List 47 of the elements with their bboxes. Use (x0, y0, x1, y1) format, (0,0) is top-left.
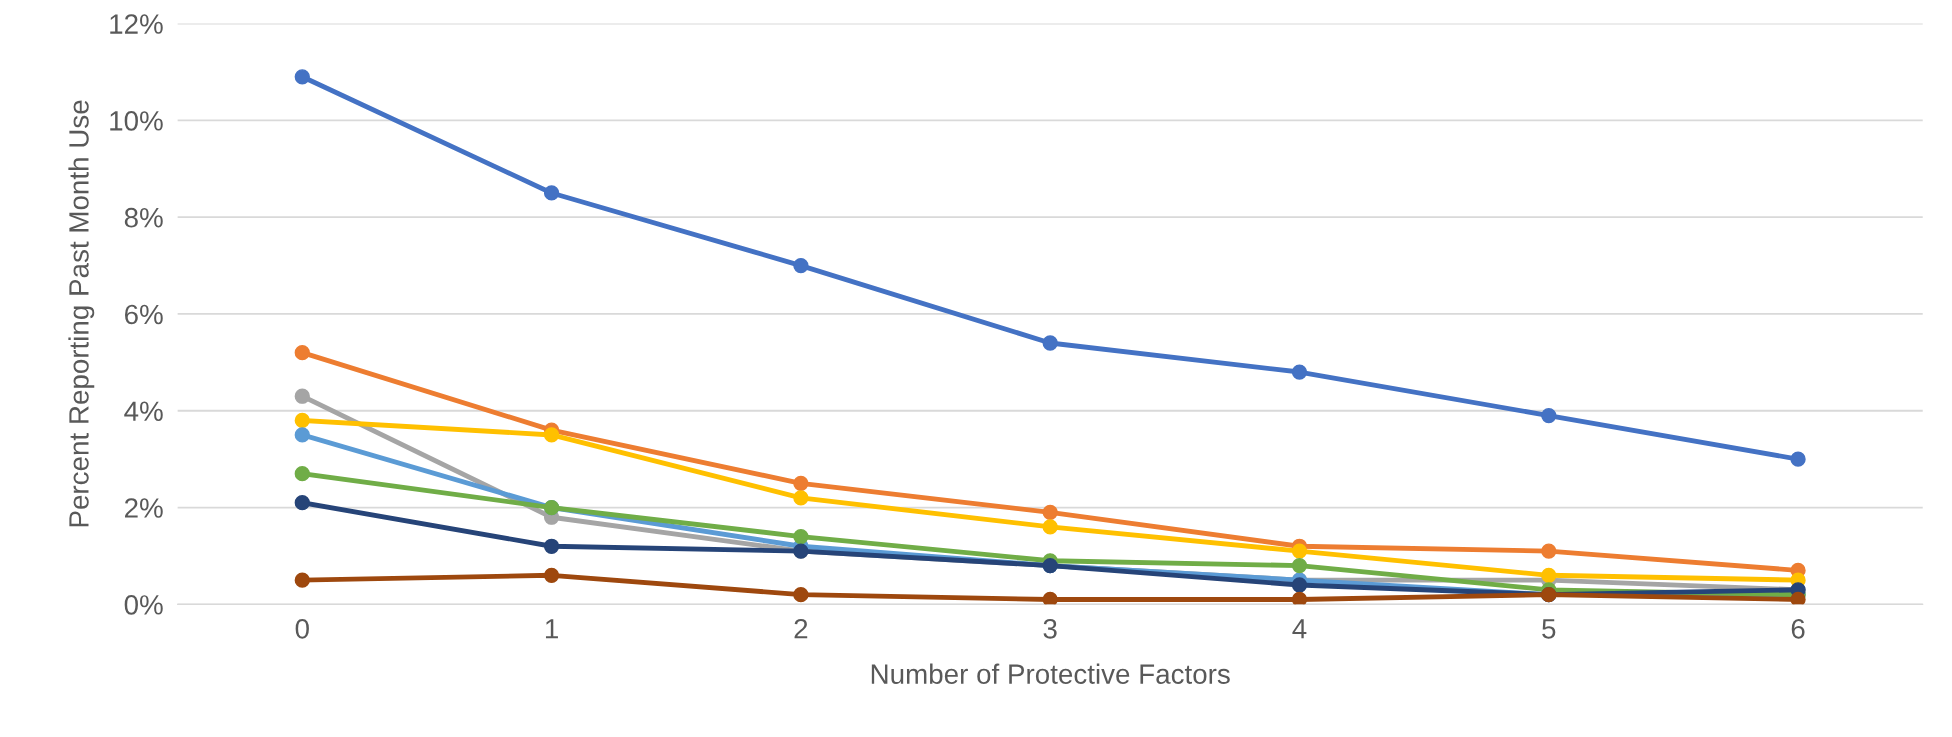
y-tick-label: 0% (124, 595, 163, 615)
point (1042, 504, 1058, 521)
x-tick-label: 2 (794, 618, 808, 639)
point (543, 538, 560, 554)
x-tick-label: 5 (1542, 619, 1556, 639)
point (543, 427, 560, 443)
point (1042, 335, 1058, 351)
point (294, 495, 310, 511)
point (1541, 407, 1557, 424)
x-tick-label: 1 (545, 619, 558, 639)
x-tick-label: 6 (1791, 618, 1805, 639)
point (793, 475, 809, 491)
point (543, 567, 560, 583)
point (294, 69, 310, 85)
point (1042, 519, 1058, 535)
point (294, 412, 310, 429)
y-tick-label: 4% (124, 401, 163, 421)
y-axis-title: Percent Reporting Past Month Use (68, 100, 95, 527)
point (1790, 591, 1806, 605)
x-tick-label: 0 (295, 618, 309, 639)
point (793, 528, 809, 545)
point (1790, 451, 1806, 467)
point (294, 388, 310, 404)
point (294, 572, 310, 588)
point (793, 490, 809, 506)
point (294, 466, 310, 482)
point (1291, 557, 1308, 574)
point (1291, 591, 1308, 605)
x-axis-title: Number of Protective Factors (871, 663, 1230, 684)
x-tick-label: 3 (1043, 618, 1057, 639)
point (543, 185, 560, 201)
y-tick-label: 8% (124, 207, 163, 228)
y-tick-label: 2% (124, 498, 163, 518)
point (294, 345, 310, 361)
point (294, 427, 310, 443)
point (1291, 364, 1308, 380)
point (793, 257, 809, 274)
point (1291, 543, 1308, 559)
point (793, 587, 809, 603)
y-tick-label: 10% (110, 111, 163, 131)
point (1541, 567, 1557, 583)
point (1541, 543, 1557, 559)
y-tick-label: 6% (125, 304, 163, 325)
x-tick-label: 4 (1292, 619, 1307, 639)
point (1291, 577, 1308, 593)
y-tick-label: 12% (110, 14, 163, 34)
point (1042, 591, 1058, 605)
